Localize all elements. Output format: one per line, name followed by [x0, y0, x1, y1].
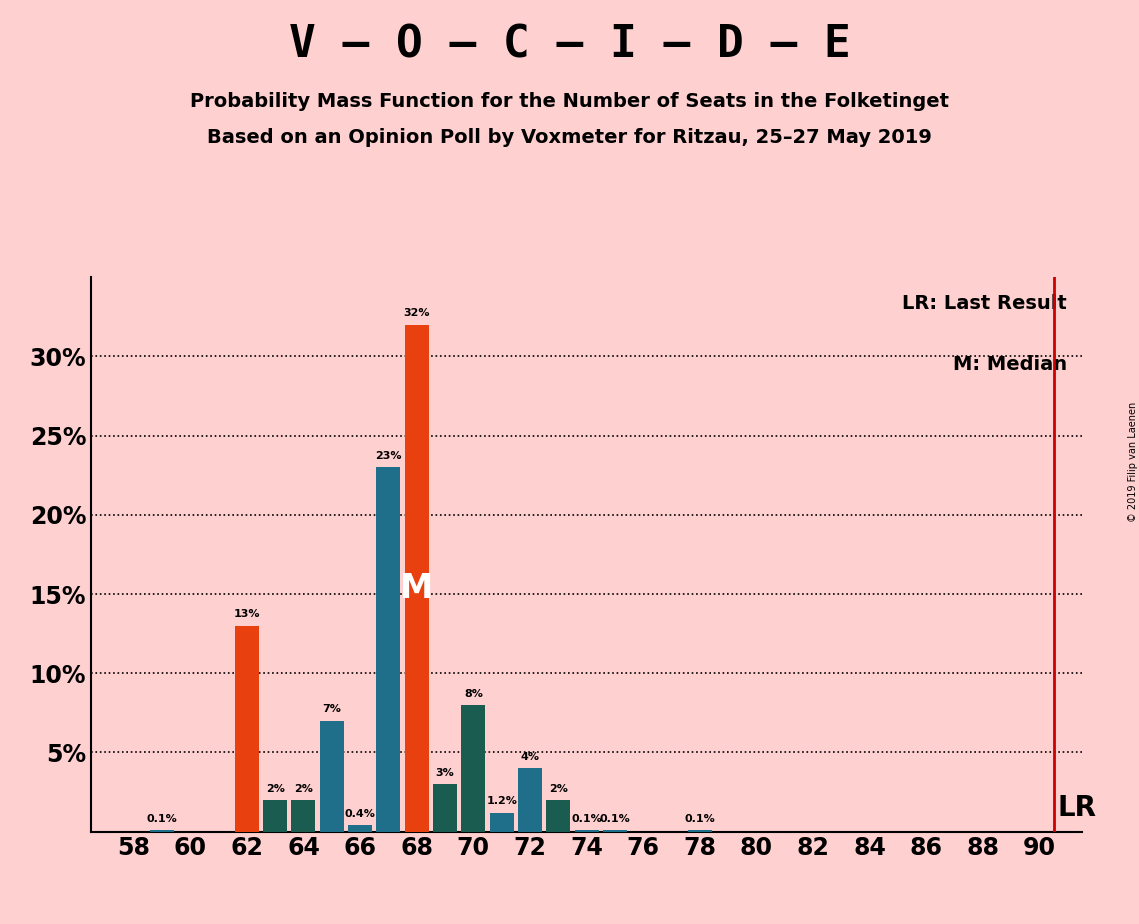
- Text: 0.4%: 0.4%: [345, 808, 376, 819]
- Text: 23%: 23%: [375, 451, 402, 461]
- Bar: [574, 830, 599, 832]
- Bar: [292, 800, 316, 832]
- Text: 8%: 8%: [464, 688, 483, 699]
- Bar: [320, 721, 344, 832]
- Text: 32%: 32%: [403, 309, 429, 319]
- Bar: [235, 626, 259, 832]
- Bar: [150, 830, 174, 832]
- Text: 2%: 2%: [549, 784, 567, 794]
- Text: 0.1%: 0.1%: [572, 814, 601, 823]
- Text: M: Median: M: Median: [953, 355, 1067, 374]
- Bar: [404, 324, 428, 832]
- Text: 0.1%: 0.1%: [147, 814, 178, 823]
- Text: 7%: 7%: [322, 704, 342, 714]
- Text: LR: Last Result: LR: Last Result: [902, 294, 1067, 313]
- Bar: [603, 830, 626, 832]
- Bar: [433, 784, 457, 832]
- Text: Based on an Opinion Poll by Voxmeter for Ritzau, 25–27 May 2019: Based on an Opinion Poll by Voxmeter for…: [207, 128, 932, 147]
- Text: LR: LR: [1058, 794, 1097, 821]
- Text: 0.1%: 0.1%: [599, 814, 630, 823]
- Bar: [349, 825, 372, 832]
- Bar: [518, 768, 542, 832]
- Bar: [461, 705, 485, 832]
- Text: V – O – C – I – D – E: V – O – C – I – D – E: [288, 23, 851, 67]
- Bar: [688, 830, 712, 832]
- Text: © 2019 Filip van Laenen: © 2019 Filip van Laenen: [1129, 402, 1138, 522]
- Text: 2%: 2%: [294, 784, 313, 794]
- Text: M: M: [400, 572, 433, 605]
- Text: 0.1%: 0.1%: [685, 814, 715, 823]
- Text: 3%: 3%: [435, 768, 454, 778]
- Text: 2%: 2%: [265, 784, 285, 794]
- Text: Probability Mass Function for the Number of Seats in the Folketinget: Probability Mass Function for the Number…: [190, 92, 949, 112]
- Bar: [376, 468, 401, 832]
- Text: 1.2%: 1.2%: [486, 796, 517, 807]
- Bar: [263, 800, 287, 832]
- Bar: [547, 800, 571, 832]
- Text: 4%: 4%: [521, 752, 540, 762]
- Text: 13%: 13%: [233, 609, 260, 619]
- Bar: [490, 812, 514, 832]
